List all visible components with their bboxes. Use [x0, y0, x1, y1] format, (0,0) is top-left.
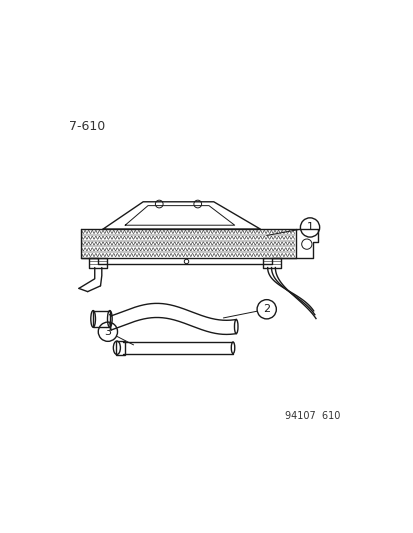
Text: 1: 1 [306, 222, 313, 232]
Text: 2: 2 [263, 304, 270, 314]
Text: 7-610: 7-610 [69, 120, 105, 133]
Bar [116, 341, 125, 355]
Text: 94107  610: 94107 610 [285, 410, 340, 421]
Bar [93, 311, 109, 327]
Text: 3: 3 [104, 327, 111, 337]
